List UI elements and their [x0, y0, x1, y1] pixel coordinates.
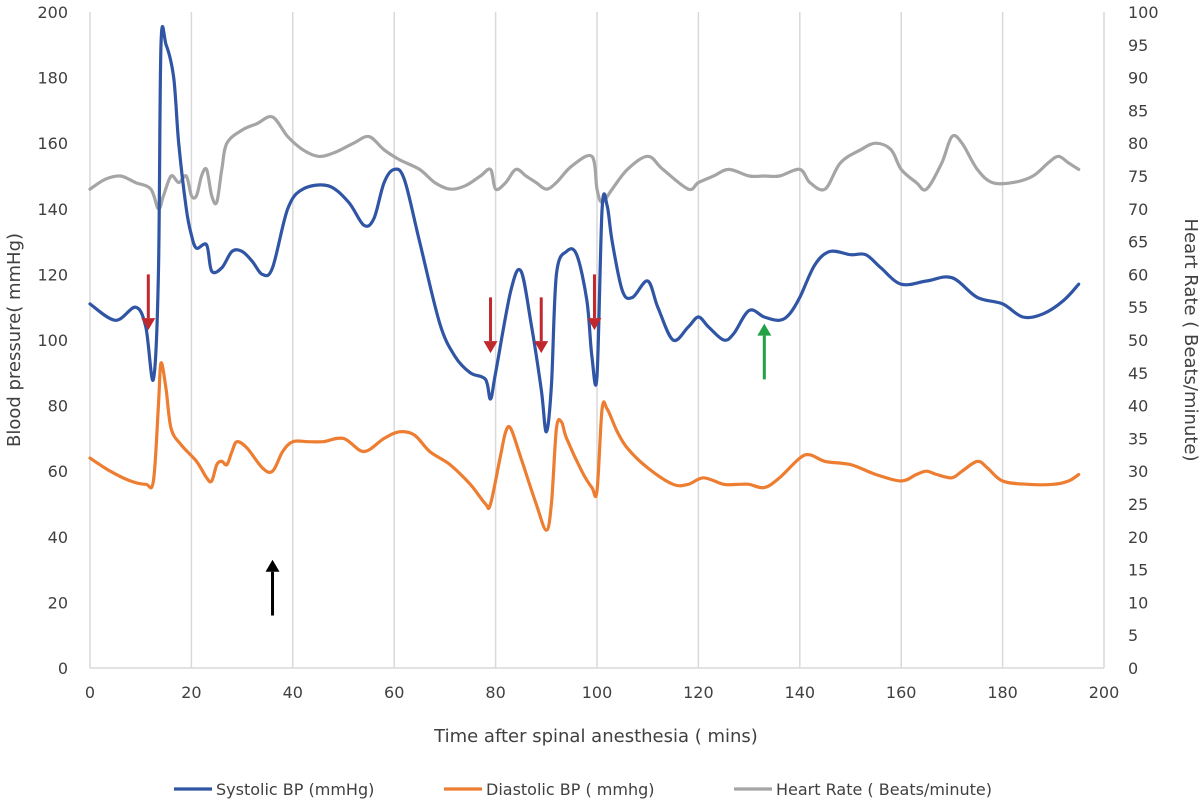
y2-tick-label: 65: [1128, 233, 1148, 252]
y-tick-label: 40: [48, 528, 68, 547]
x-tick-label: 160: [886, 683, 917, 702]
x-tick-label: 0: [85, 683, 95, 702]
y2-tick-labels: 0 5 10 15 20 25 30 35 40 45 50 55 60 65 70 75 80 85 90 95 10…: [1128, 3, 1159, 678]
legend-item-1: Diastolic BP ( mmhg): [444, 780, 655, 799]
y-tick-labels: 0 20 40 60 80 100 120 140 160 180 200: [37, 3, 68, 678]
y-tick-label: 200: [37, 3, 68, 22]
y2-tick-label: 80: [1128, 134, 1148, 153]
x-tick-label: 40: [283, 683, 303, 702]
y-tick-label: 0: [58, 659, 68, 678]
y-tick-label: 100: [37, 331, 68, 350]
y2-tick-label: 0: [1128, 659, 1138, 678]
y2-tick-label: 30: [1128, 462, 1148, 481]
x-tick-label: 180: [987, 683, 1018, 702]
series-line-1: [88, 361, 1081, 532]
y2-tick-label: 70: [1128, 200, 1148, 219]
y2-tick-label: 45: [1128, 364, 1148, 383]
x-tick-label: 120: [683, 683, 714, 702]
y2-tick-label: 75: [1128, 167, 1148, 186]
legend: Systolic BP (mmHg) Diastolic BP ( mmhg) He…: [174, 780, 992, 799]
y2-tick-label: 55: [1128, 298, 1148, 317]
up-arrow-4: [265, 559, 280, 616]
y-tick-label: 120: [37, 265, 68, 284]
y2-tick-label: 10: [1128, 593, 1148, 612]
x-axis-title: Time after spinal anesthesia ( mins): [433, 726, 758, 747]
x-tick-label: 80: [485, 683, 505, 702]
x-tick-label: 100: [582, 683, 613, 702]
y2-tick-label: 95: [1128, 36, 1148, 55]
legend-label: Diastolic BP ( mmhg): [486, 780, 655, 799]
legend-label: Systolic BP (mmHg): [216, 780, 374, 799]
down-arrow-0: [141, 274, 156, 331]
x-tick-label: 20: [181, 683, 201, 702]
y2-tick-label: 25: [1128, 495, 1148, 514]
legend-item-0: Systolic BP (mmHg): [174, 780, 374, 799]
y2-axis-title: Heart Rate ( Beats/minute): [1180, 218, 1200, 461]
y-tick-label: 60: [48, 462, 68, 481]
up-arrow-5: [757, 323, 772, 380]
down-arrow-1: [483, 297, 498, 354]
y2-tick-label: 15: [1128, 561, 1148, 580]
series-line-2: [88, 114, 1081, 211]
y2-tick-label: 60: [1128, 265, 1148, 284]
annotation-arrows: [141, 274, 772, 616]
x-tick-label: 140: [785, 683, 816, 702]
y2-tick-label: 90: [1128, 69, 1148, 88]
y2-tick-label: 35: [1128, 429, 1148, 448]
legend-item-2: Heart Rate ( Beats/minute): [734, 780, 992, 799]
series-lines: [88, 24, 1081, 532]
down-arrow-2: [534, 297, 549, 354]
y-tick-label: 160: [37, 134, 68, 153]
y2-tick-label: 85: [1128, 101, 1148, 120]
y-tick-label: 20: [48, 593, 68, 612]
down-arrow-3: [587, 274, 602, 331]
y2-tick-label: 5: [1128, 626, 1138, 645]
x-tick-labels: 0 20 40 60 80 100 120 140 160 180 200: [85, 683, 1119, 702]
y-tick-label: 180: [37, 69, 68, 88]
y2-tick-label: 50: [1128, 331, 1148, 350]
y2-tick-label: 100: [1128, 3, 1159, 22]
y2-tick-label: 40: [1128, 397, 1148, 416]
y-tick-label: 140: [37, 200, 68, 219]
y-axis-title: Blood pressure( mmHg): [4, 233, 25, 447]
y2-tick-label: 20: [1128, 528, 1148, 547]
series-line-0: [88, 24, 1081, 434]
legend-label: Heart Rate ( Beats/minute): [776, 780, 992, 799]
x-tick-label: 60: [384, 683, 404, 702]
y-tick-label: 80: [48, 397, 68, 416]
x-tick-label: 200: [1089, 683, 1120, 702]
